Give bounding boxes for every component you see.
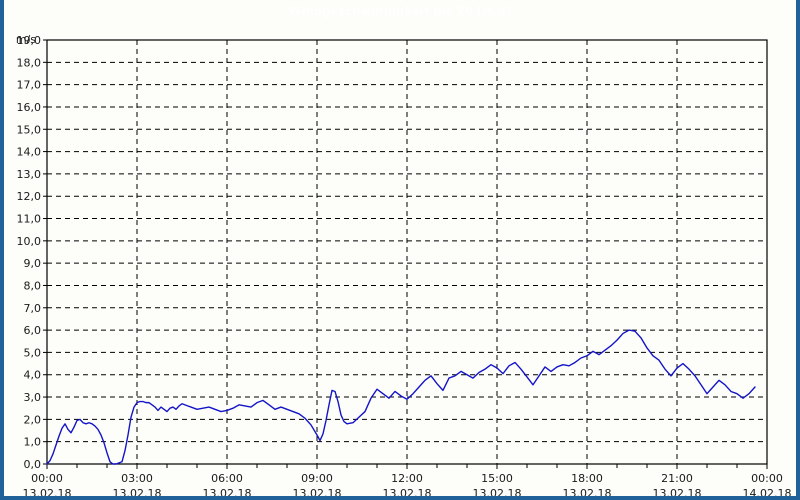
vertical-gridlines <box>46 40 768 469</box>
y-axis-unit-label-group: m/s <box>16 33 36 46</box>
y-tick-label: 15,0 <box>17 123 42 136</box>
y-tick-label: 19,0 <box>17 34 42 47</box>
y-tick-label: 8,0 <box>24 279 42 292</box>
x-tick-time-label: 18:00 <box>571 472 603 485</box>
x-tick-date-label: 13.02.18 <box>653 487 702 496</box>
y-tick-label: 9,0 <box>24 257 42 270</box>
x-tick-time-label: 21:00 <box>661 472 693 485</box>
window-title-bar: Windgeschwindigkeit bis 20 [m/s] <box>4 0 796 21</box>
x-tick-date-label: 13.02.18 <box>293 487 342 496</box>
x-tick-time-label: 00:00 <box>751 472 783 485</box>
horizontal-gridlines <box>43 39 767 465</box>
y-tick-label: 14,0 <box>17 146 42 159</box>
chart-plot-area: 0,0 1,0 2,0 3,0 4,0 5,0 6,0 7,0 8,0 9,0 10,0 11,0 12… <box>4 21 796 496</box>
y-tick-label: 10,0 <box>17 235 42 248</box>
y-tick-label: 6,0 <box>24 324 42 337</box>
line-chart: 0,0 1,0 2,0 3,0 4,0 5,0 6,0 7,0 8,0 9,0 10,0 11,0 12… <box>16 33 792 496</box>
x-tick-time-label: 03:00 <box>121 472 153 485</box>
y-tick-label: 1,0 <box>24 436 42 449</box>
y-tick-label: 4,0 <box>24 369 42 382</box>
x-tick-date-label: 13.02.18 <box>563 487 612 496</box>
x-tick-time-label: 00:00 <box>31 472 63 485</box>
x-tick-time-label: 06:00 <box>211 472 243 485</box>
y-tick-label: 0,0 <box>24 458 42 471</box>
x-tick-date-label: 13.02.18 <box>23 487 72 496</box>
wind-speed-series <box>46 329 756 465</box>
x-tick-date-label: 13.02.18 <box>203 487 252 496</box>
x-axis-tick-labels: 00:00 13.02.18 03:00 13.02.18 06:00 13.02.18 0… <box>23 472 792 496</box>
x-tick-time-label: 09:00 <box>301 472 333 485</box>
x-tick-date-label: 14.02.18 <box>743 487 792 496</box>
y-tick-label: 12,0 <box>17 190 42 203</box>
x-tick-time-label: 15:00 <box>481 472 513 485</box>
y-tick-label: 11,0 <box>17 213 42 226</box>
x-tick-date-label: 13.02.18 <box>383 487 432 496</box>
y-axis-unit-label: m/s <box>16 33 36 46</box>
x-tick-time-label: 12:00 <box>391 472 423 485</box>
window-title: Windgeschwindigkeit bis 20 [m/s] <box>288 3 512 18</box>
y-tick-label: 16,0 <box>17 101 42 114</box>
y-tick-label: 7,0 <box>24 302 42 315</box>
plot-frame <box>46 39 768 465</box>
y-tick-label: 3,0 <box>24 391 42 404</box>
y-tick-label: 17,0 <box>17 79 42 92</box>
x-tick-date-label: 13.02.18 <box>473 487 522 496</box>
y-axis-tick-labels: 0,0 1,0 2,0 3,0 4,0 5,0 6,0 7,0 8,0 9,0 10,0 11,0 12… <box>17 34 42 471</box>
y-tick-label: 5,0 <box>24 346 42 359</box>
y-tick-label: 18,0 <box>17 56 42 69</box>
x-tick-date-label: 13.02.18 <box>113 487 162 496</box>
x-axis-minor-ticks <box>76 464 738 468</box>
y-tick-label: 13,0 <box>17 168 42 181</box>
y-tick-label: 2,0 <box>24 413 42 426</box>
